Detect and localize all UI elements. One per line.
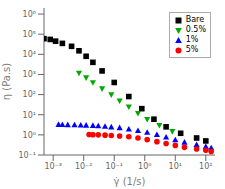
svg-text:10⁻²: 10⁻² [75, 162, 93, 171]
svg-text:10⁰: 10⁰ [138, 162, 151, 171]
svg-text:γ̇ (1/s): γ̇ (1/s) [114, 176, 146, 187]
svg-text:10²: 10² [23, 90, 36, 99]
html-text:5%: 5% [185, 45, 199, 54]
svg-text:10⁵: 10⁵ [23, 30, 36, 39]
svg-text:10⁻³: 10⁻³ [44, 162, 62, 171]
svg-text:10⁻¹: 10⁻¹ [18, 151, 36, 160]
svg-text:10²: 10² [199, 162, 212, 171]
svg-text:10¹: 10¹ [23, 111, 36, 120]
html-text:Bare: Bare [185, 15, 205, 24]
html-text:0.5%: 0.5% [185, 25, 206, 34]
svg-text:η (Pa.s): η (Pa.s) [8, 63, 12, 101]
svg-text:10⁻¹: 10⁻¹ [105, 162, 123, 171]
svg-text:10⁶: 10⁶ [23, 10, 36, 19]
svg-text:10¹: 10¹ [169, 162, 182, 171]
html-text:1%: 1% [185, 35, 199, 44]
svg-text:10⁰: 10⁰ [23, 131, 36, 140]
svg-text:10⁴: 10⁴ [23, 50, 36, 59]
svg-text:10³: 10³ [23, 70, 36, 79]
